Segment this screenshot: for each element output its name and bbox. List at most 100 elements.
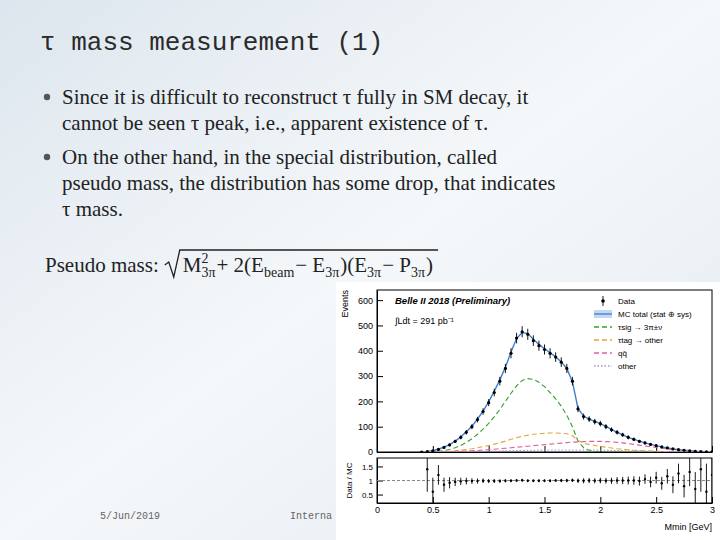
plot-area bbox=[420, 326, 712, 452]
data-point bbox=[448, 443, 451, 446]
error-bar bbox=[432, 478, 433, 503]
data-point bbox=[465, 431, 468, 434]
x-axis: 00.511.522.53 bbox=[375, 497, 715, 515]
data-point bbox=[649, 443, 652, 446]
tick-mark bbox=[377, 495, 383, 496]
tick-mark bbox=[656, 497, 657, 503]
data-point bbox=[454, 440, 457, 443]
tick-label: 2 bbox=[598, 505, 603, 515]
data-point bbox=[482, 480, 484, 482]
legend-label: Data bbox=[618, 297, 635, 306]
data-point bbox=[481, 410, 484, 413]
tick-label: 200 bbox=[358, 397, 373, 407]
data-point bbox=[632, 438, 635, 441]
data-point bbox=[588, 417, 591, 420]
data-point bbox=[599, 479, 601, 481]
tick-label: 0 bbox=[368, 447, 373, 457]
data-point bbox=[660, 445, 663, 448]
formula-subscript: 3π bbox=[201, 265, 215, 280]
data-point bbox=[504, 480, 506, 482]
tick bbox=[712, 446, 713, 452]
data-point bbox=[682, 449, 685, 452]
error-bar bbox=[527, 479, 528, 482]
data-point bbox=[688, 471, 690, 473]
tick: 0.5 bbox=[427, 497, 440, 515]
formula-text: )(E bbox=[340, 253, 367, 277]
data-point bbox=[699, 450, 702, 452]
error-bar bbox=[700, 458, 701, 492]
error-bar bbox=[605, 478, 606, 484]
radical-sign bbox=[165, 250, 438, 277]
error-bar bbox=[712, 458, 713, 503]
bullet-text: pseudo mass, the distribution has some d… bbox=[62, 171, 555, 195]
tick bbox=[545, 446, 546, 452]
data-point bbox=[576, 407, 579, 410]
error-bar bbox=[661, 477, 662, 490]
error-bar bbox=[678, 464, 679, 484]
tick-mark bbox=[377, 376, 383, 377]
tick: 300 bbox=[358, 371, 383, 381]
footer-date: 5/Jun/2019 bbox=[100, 511, 160, 522]
data-point bbox=[437, 474, 439, 476]
tick: 0.5 bbox=[362, 491, 383, 500]
tick-label: 100 bbox=[358, 422, 373, 432]
chart-panel: 00.511.522.530.511.5Data / MCMmin [GeV] bbox=[345, 447, 715, 532]
data-point bbox=[610, 428, 613, 431]
error-bar bbox=[645, 474, 646, 484]
error-bar bbox=[471, 478, 472, 484]
data-point bbox=[582, 415, 585, 418]
legend-symbol bbox=[594, 352, 612, 353]
data-point bbox=[565, 367, 568, 370]
tick: 1 bbox=[487, 497, 492, 515]
data-point bbox=[694, 488, 696, 490]
data-point bbox=[571, 380, 574, 383]
formula-subscript: beam bbox=[264, 265, 294, 280]
error-bar bbox=[572, 479, 573, 482]
background bbox=[0, 0, 720, 540]
error-bar bbox=[617, 477, 618, 484]
error-bar bbox=[578, 479, 579, 484]
data-point bbox=[705, 491, 707, 493]
legend-symbol bbox=[601, 299, 605, 303]
data-point bbox=[532, 339, 535, 342]
tick-label: 0.5 bbox=[362, 491, 374, 500]
series-line bbox=[422, 441, 712, 452]
data-point bbox=[677, 448, 680, 451]
formula-subscript: 3π bbox=[367, 265, 381, 280]
data-point bbox=[655, 444, 658, 447]
error-bar bbox=[511, 479, 512, 482]
slide-title: τ mass measurement (1) bbox=[40, 28, 383, 58]
axis-line bbox=[377, 291, 378, 453]
tick-mark bbox=[377, 325, 383, 326]
data-point bbox=[543, 348, 546, 351]
data-point bbox=[498, 380, 501, 383]
data-point bbox=[487, 480, 489, 482]
error-bar bbox=[499, 479, 500, 482]
tick-label: 1.5 bbox=[362, 462, 374, 471]
series-line bbox=[422, 450, 712, 452]
error-bar bbox=[494, 479, 495, 483]
error-bar bbox=[466, 478, 467, 485]
error-bar bbox=[650, 477, 651, 488]
tick-label: 0.5 bbox=[427, 505, 440, 515]
error-bar bbox=[438, 465, 439, 485]
data-point bbox=[604, 425, 607, 428]
data-point bbox=[554, 355, 557, 358]
plot-frame bbox=[377, 290, 712, 452]
y-axis-title: Data / MC bbox=[345, 462, 354, 498]
tick-mark bbox=[545, 497, 546, 503]
tick: 1.5 bbox=[362, 462, 383, 471]
formula-text: M bbox=[183, 253, 202, 277]
data-points bbox=[426, 458, 712, 503]
tick-label: 1 bbox=[369, 477, 374, 486]
tick-mark bbox=[377, 300, 383, 301]
y-axis: 0100200300400500600 bbox=[358, 291, 383, 458]
tick-mark bbox=[712, 497, 713, 503]
bullet-marker bbox=[44, 154, 50, 160]
tick: 100 bbox=[358, 422, 383, 432]
legend-label: MC total (stat ⊕ sys) bbox=[618, 310, 692, 319]
formula-text: ) bbox=[426, 253, 433, 277]
data-point bbox=[515, 479, 517, 481]
data-point bbox=[442, 446, 445, 449]
data-point bbox=[470, 425, 473, 428]
